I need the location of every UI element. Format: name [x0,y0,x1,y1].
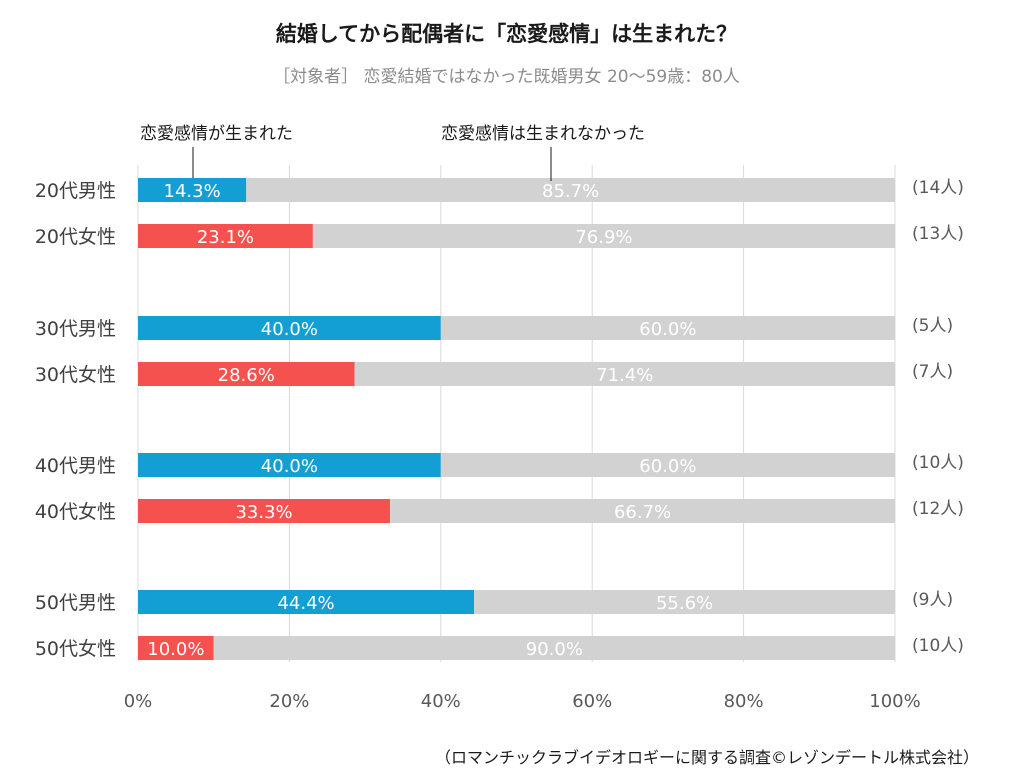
category-label: 40代男性 [35,455,116,477]
category-label: 50代女性 [35,638,116,660]
data-label-yes: 28.6% [218,365,275,386]
category-label: 40代女性 [35,501,116,523]
x-tick-label: 100% [869,691,920,712]
chart-subtitle: ［対象者］ 恋愛結婚ではなかった既婚男女 20～59歳：80人 [273,67,740,87]
source-footer: （ロマンチックラブイデオロギーに関する調査©レゾンデートル株式会社） [434,748,979,767]
bar-yes-segment [138,499,391,523]
category-label: 20代男性 [35,180,116,202]
data-label-yes: 44.4% [277,593,334,614]
data-label-no: 66.7% [614,502,671,523]
bar-no-segment [312,224,895,248]
bar-yes-segment [138,590,475,614]
bar-no-segment [390,499,895,523]
respondent-count: (13人) [912,224,964,244]
x-tick-label: 0% [124,691,153,712]
category-label: 20代女性 [35,226,116,248]
legend-label-yes: 恋愛感情が生まれた [140,123,293,144]
bar-yes-segment [138,453,441,477]
x-tick-label: 40% [421,691,461,712]
data-label-yes: 14.3% [164,181,221,202]
respondent-count: (10人) [912,636,964,656]
category-label: 30代女性 [35,364,116,386]
respondent-count: (5人) [912,316,953,336]
data-label-yes: 40.0% [261,319,318,340]
bar-no-segment [440,316,895,340]
x-tick-label: 20% [269,691,309,712]
bar-no-segment [474,590,895,614]
bar-yes-segment [138,316,441,340]
x-tick-label: 60% [572,691,612,712]
data-label-no: 76.9% [575,227,632,248]
data-label-no: 60.0% [639,319,696,340]
respondent-count: (7人) [912,362,953,382]
data-label-no: 90.0% [526,639,583,660]
respondent-count: (12人) [912,499,964,519]
data-label-yes: 10.0% [147,639,204,660]
category-label: 50代男性 [35,592,116,614]
category-label: 30代男性 [35,318,116,340]
bar-no-segment [440,453,895,477]
data-label-no: 60.0% [639,456,696,477]
data-label-yes: 33.3% [235,502,292,523]
bar-yes-segment [138,636,214,660]
bar-yes-segment [138,224,313,248]
bar-no-segment [354,362,895,386]
data-label-no: 55.6% [656,593,713,614]
data-label-yes: 23.1% [197,227,254,248]
bar-yes-segment [138,178,247,202]
data-label-yes: 40.0% [261,456,318,477]
bar-no-segment [246,178,896,202]
bar-no-segment [213,636,895,660]
data-label-no: 71.4% [596,365,653,386]
data-label-no: 85.7% [542,181,599,202]
respondent-count: (9人) [912,590,953,610]
x-tick-label: 80% [724,691,764,712]
legend-label-no: 恋愛感情は生まれなかった [441,123,645,144]
respondent-count: (14人) [912,178,964,198]
bar-yes-segment [138,362,355,386]
chart-title: 結婚してから配偶者に「恋愛感情」は生まれた？ [275,22,738,46]
respondent-count: (10人) [912,453,964,473]
